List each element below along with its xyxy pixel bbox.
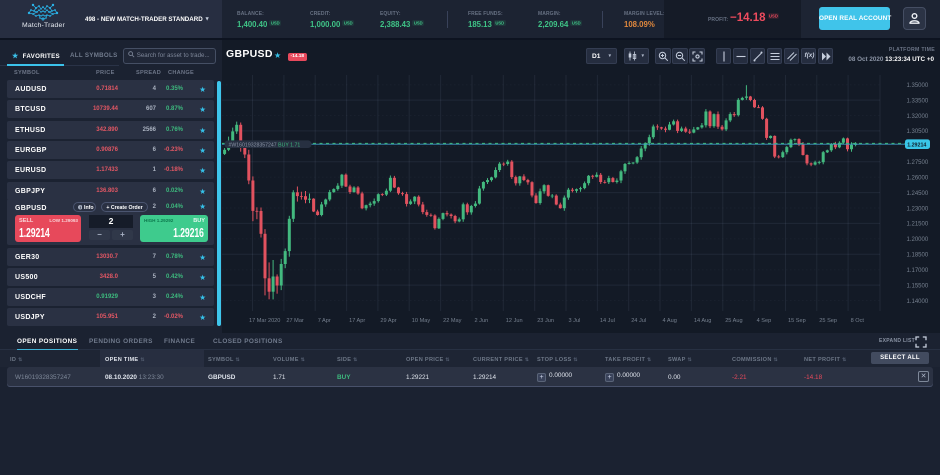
svg-text:17 Apr: 17 Apr	[349, 318, 365, 324]
svg-text:2 Jun: 2 Jun	[475, 318, 489, 324]
svg-text:12 Jun: 12 Jun	[506, 318, 523, 324]
svg-text:1.20000: 1.20000	[907, 237, 929, 243]
svg-text:7 Apr: 7 Apr	[318, 318, 331, 324]
svg-text:1.17000: 1.17000	[907, 268, 929, 274]
svg-text:1.35000: 1.35000	[907, 83, 929, 89]
svg-text:1.21500: 1.21500	[907, 222, 929, 228]
svg-text:24 Jul: 24 Jul	[631, 318, 646, 324]
svg-text:3 Jul: 3 Jul	[569, 318, 581, 324]
svg-text:4 Sep: 4 Sep	[757, 318, 772, 324]
svg-text:#W16019328357247 BUY 1.71: #W16019328357247 BUY 1.71	[229, 142, 301, 148]
svg-text:4 Aug: 4 Aug	[663, 318, 677, 324]
svg-text:1.32000: 1.32000	[907, 114, 929, 120]
svg-text:10 May: 10 May	[412, 318, 431, 324]
svg-text:1.15500: 1.15500	[907, 283, 929, 289]
svg-text:23 Jun: 23 Jun	[537, 318, 554, 324]
svg-text:14 Jul: 14 Jul	[600, 318, 615, 324]
svg-text:1.33500: 1.33500	[907, 98, 929, 104]
svg-text:17 Mar 2020: 17 Mar 2020	[249, 318, 280, 324]
svg-text:25 Aug: 25 Aug	[725, 318, 742, 324]
svg-text:27 Mar: 27 Mar	[286, 318, 304, 324]
svg-text:25 Sep: 25 Sep	[819, 318, 837, 324]
svg-text:29 Apr: 29 Apr	[380, 318, 396, 324]
svg-text:8 Oct: 8 Oct	[851, 318, 865, 324]
svg-text:1.30500: 1.30500	[907, 129, 929, 135]
svg-text:1.27500: 1.27500	[907, 160, 929, 166]
svg-text:1.23000: 1.23000	[907, 206, 929, 212]
svg-text:1.14000: 1.14000	[907, 299, 929, 305]
svg-text:1.24500: 1.24500	[907, 191, 929, 197]
svg-text:15 Sep: 15 Sep	[788, 318, 806, 324]
svg-text:1.26000: 1.26000	[907, 176, 929, 182]
svg-text:14 Aug: 14 Aug	[694, 318, 711, 324]
svg-text:1.29214: 1.29214	[907, 143, 926, 149]
svg-text:1.18500: 1.18500	[907, 253, 929, 259]
svg-text:22 May: 22 May	[443, 318, 462, 324]
